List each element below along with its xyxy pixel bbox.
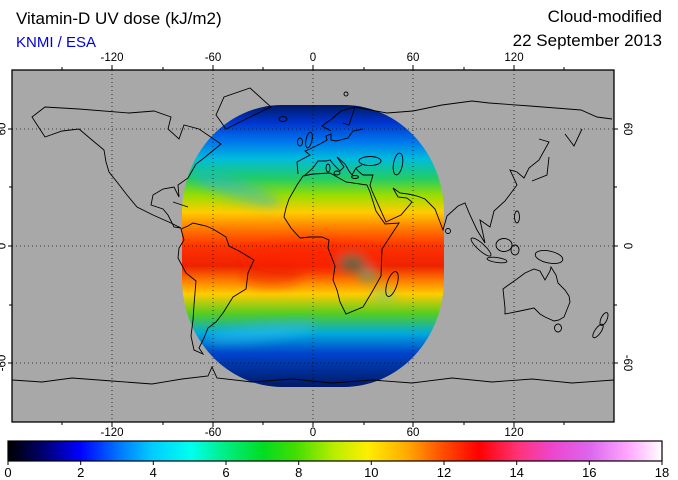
graticule <box>12 70 614 422</box>
coast-sumatra <box>470 237 492 257</box>
colorbar-gradient <box>7 440 663 462</box>
colorbar: 0 2 4 6 8 10 12 14 16 18 <box>4 440 669 480</box>
lat-tick-label-left: -60 <box>0 355 9 372</box>
cbar-tick-label: 10 <box>364 465 378 480</box>
coast-mediterranean-north <box>303 156 363 177</box>
lon-tick-label-bottom: 60 <box>407 427 420 439</box>
cbar-tick-label: 0 <box>4 465 11 480</box>
cbar-tick-label: 18 <box>655 465 669 480</box>
coast-sulawesi <box>510 244 520 256</box>
coast-tasmania <box>554 323 562 333</box>
lon-tick-label-bottom: 120 <box>504 427 523 439</box>
coast-kamchatka <box>564 128 583 147</box>
product-mode-label: Cloud-modified <box>548 7 662 26</box>
product-date-label: 22 September 2013 <box>513 31 662 50</box>
lat-tick-label-right: 60 <box>621 123 633 136</box>
coast-crete <box>351 175 359 179</box>
lon-tick-label-bottom: -120 <box>100 427 123 439</box>
lon-tick-label-bottom: 0 <box>310 427 316 439</box>
coast-greenland <box>215 87 272 130</box>
lon-tick-label-top: -60 <box>205 52 222 64</box>
coast-bothnia <box>342 106 356 126</box>
coast-philippines <box>514 210 520 224</box>
coast-madagascar <box>385 271 399 297</box>
coast-black-sea <box>358 156 382 166</box>
coast-cuba <box>172 201 189 208</box>
data-provider-label: KNMI / ESA <box>16 34 96 51</box>
coast-borneo <box>495 238 513 252</box>
map-panel: -120 -60 0 60 120 -120 -60 0 60 120 60 0… <box>0 52 633 439</box>
coast-new-guinea <box>534 249 564 265</box>
coast-sicily <box>333 170 341 176</box>
cbar-tick-label: 12 <box>437 465 451 480</box>
coast-ireland <box>297 137 303 147</box>
cbar-tick-label: 8 <box>295 465 302 480</box>
coast-asia-east <box>355 138 550 244</box>
lon-tick-label-top: -120 <box>100 52 123 64</box>
coast-sri-lanka <box>445 228 451 234</box>
page-title: Vitamin-D UV dose (kJ/m2) <box>16 9 222 28</box>
cbar-tick-label: 14 <box>509 465 523 480</box>
colorbar-ticks <box>7 461 663 465</box>
coast-caspian <box>392 152 404 176</box>
coast-uk <box>305 131 313 149</box>
coast-nz-north <box>599 312 609 326</box>
coast-nz-south <box>592 323 604 339</box>
cbar-tick-label: 2 <box>77 465 84 480</box>
lat-tick-label-left: 0 <box>0 243 9 249</box>
lat-tick-label-right: -60 <box>621 355 633 372</box>
lat-tick-label-right: 0 <box>621 243 633 249</box>
coast-africa <box>283 172 400 315</box>
coast-south-america <box>177 222 255 356</box>
swath-texture <box>194 173 396 344</box>
lon-tick-label-top: 60 <box>407 52 420 64</box>
lon-tick-label-bottom: -60 <box>205 427 222 439</box>
lon-tick-label-top: 120 <box>504 52 523 64</box>
coast-java <box>486 256 508 264</box>
map-frame <box>11 69 615 423</box>
coast-europe-west <box>296 128 364 175</box>
lon-tick-label-top: 0 <box>310 52 316 64</box>
coast-japan <box>531 156 550 182</box>
cbar-tick-label: 6 <box>222 465 229 480</box>
lat-tick-label-left: 60 <box>0 123 9 136</box>
cbar-tick-label: 16 <box>582 465 596 480</box>
coast-svalbard <box>343 91 349 97</box>
coast-australia <box>502 265 571 322</box>
coast-sardinia <box>325 163 331 173</box>
coast-iceland <box>278 116 288 122</box>
coast-antarctica <box>11 365 615 385</box>
coastlines <box>11 87 615 385</box>
cbar-tick-label: 4 <box>150 465 157 480</box>
